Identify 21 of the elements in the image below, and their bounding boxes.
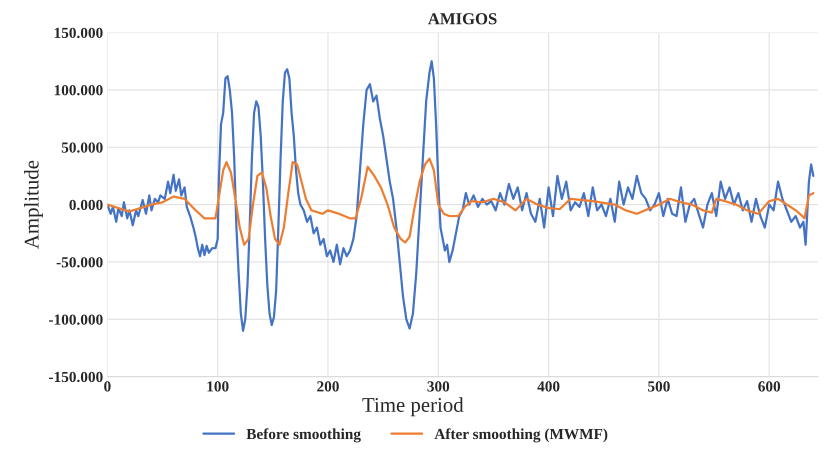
y-axis-title: Amplitude [24, 160, 43, 249]
x-tick-label: 200 [317, 381, 339, 392]
legend-label: After smoothing (MWMF) [434, 428, 608, 442]
x-tick-label: 600 [758, 381, 780, 392]
y-tick-label: 0.000 [69, 200, 103, 210]
x-tick-label: 400 [537, 381, 560, 392]
x-tick-label: 500 [648, 381, 670, 392]
y-tick-label: 100.000 [54, 85, 103, 96]
legend-label: Before smoothing [246, 428, 361, 442]
y-tick-label: 150.000 [54, 28, 103, 38]
x-axis-title: Time period [362, 397, 464, 416]
y-tick-label: -50.000 [56, 257, 103, 268]
x-tick-label: 300 [427, 381, 450, 392]
y-tick-label: -150.000 [49, 372, 103, 382]
line-series [107, 60, 814, 332]
x-tick-label: 0 [104, 381, 111, 392]
y-tick-label: -100.000 [49, 314, 103, 325]
x-tick-label: 100 [207, 381, 229, 392]
y-tick-label: 50.000 [62, 142, 103, 153]
line-series [107, 158, 814, 246]
chart-title: AMIGOS [428, 13, 497, 24]
